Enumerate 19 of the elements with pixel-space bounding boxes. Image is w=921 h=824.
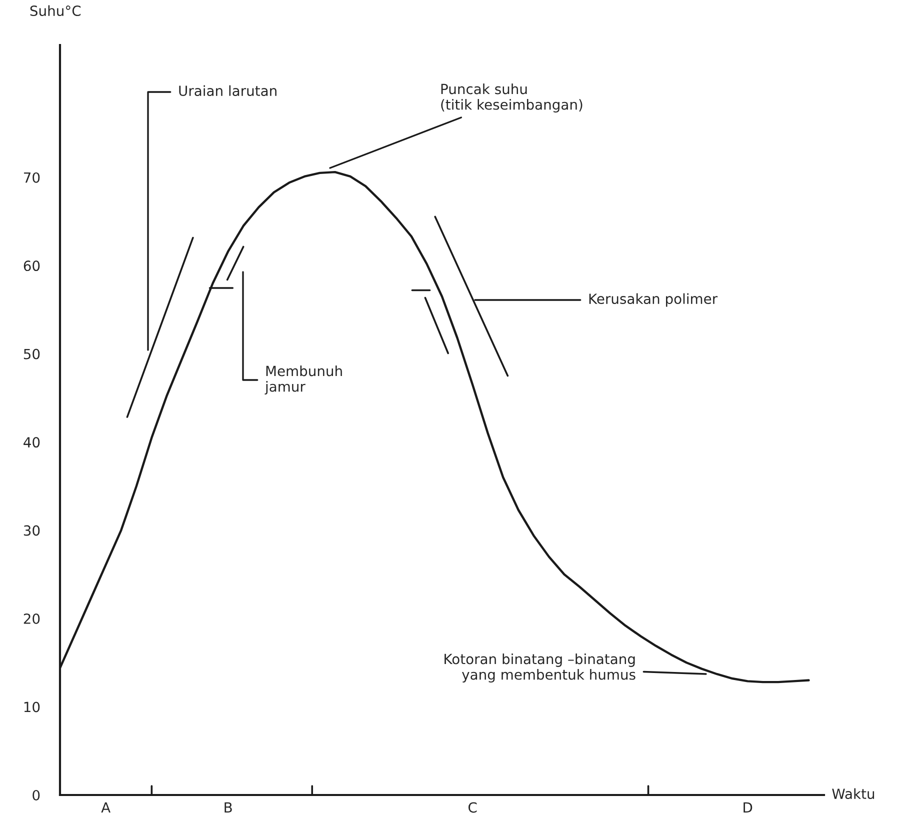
x-tick-label: D (744, 802, 752, 812)
annotation: Kotoran binatang –binatang yang membentuk humus (444, 654, 636, 682)
y-tick-label: 50 (24, 348, 40, 360)
y-tick-label: 20 (24, 614, 40, 624)
x-tick-label: B (224, 802, 232, 812)
y-tick-label: 0 (32, 790, 40, 800)
annotation: Puncak suhu (titik keseimbangan) (441, 84, 582, 112)
y-tick-label: 40 (24, 437, 40, 448)
annotation: Uraian larutan (179, 85, 276, 96)
annotation: Kerusakan polimer (589, 293, 718, 307)
y-tick-label: 30 (24, 525, 40, 536)
y-axis-title: Suhu°C (30, 5, 81, 16)
y-tick-label: 60 (24, 260, 40, 272)
annotation: Membunuh jamur (264, 366, 342, 394)
x-axis-title: Waktu (832, 788, 874, 800)
y-tick-label: 10 (24, 702, 40, 712)
x-tick-label: A (101, 802, 110, 812)
x-tick-label: C (468, 802, 477, 813)
y-tick-label: 70 (24, 172, 40, 183)
